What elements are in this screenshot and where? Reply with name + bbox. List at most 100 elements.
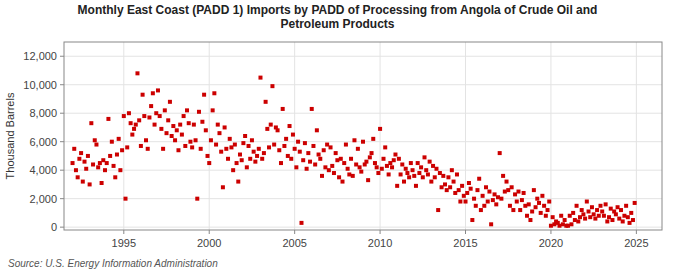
- point: [88, 182, 92, 186]
- point: [190, 145, 194, 149]
- point: [532, 188, 536, 192]
- point: [465, 191, 469, 195]
- point: [539, 211, 543, 215]
- point: [288, 124, 292, 128]
- point: [423, 155, 427, 159]
- point: [161, 147, 165, 151]
- point: [151, 91, 155, 95]
- point: [621, 219, 625, 223]
- point: [139, 144, 143, 148]
- grid-line: [64, 113, 662, 114]
- point: [399, 172, 403, 176]
- point: [431, 164, 435, 168]
- point: [571, 211, 575, 215]
- point: [209, 138, 213, 142]
- point: [469, 187, 473, 191]
- point: [315, 128, 319, 132]
- point: [127, 111, 131, 115]
- point: [313, 162, 317, 166]
- grid-line: [380, 42, 381, 230]
- point: [528, 218, 532, 222]
- grid-line: [123, 42, 124, 230]
- point: [390, 165, 394, 169]
- tick-mark: [209, 230, 210, 234]
- point: [513, 192, 517, 196]
- point: [346, 167, 350, 171]
- point: [299, 221, 303, 225]
- point: [154, 111, 158, 115]
- grid-line: [209, 42, 210, 230]
- point: [493, 192, 497, 196]
- point: [171, 124, 175, 128]
- point: [183, 144, 187, 148]
- plot-frame: [64, 42, 662, 230]
- title: Monthly East Coast (PADD 1) Imports by P…: [78, 3, 598, 31]
- point: [604, 202, 608, 206]
- y-tick-label: 4,000: [29, 164, 57, 176]
- point: [605, 219, 609, 223]
- point: [436, 208, 440, 212]
- point: [537, 201, 541, 205]
- point: [487, 190, 491, 194]
- point: [474, 204, 478, 208]
- point: [265, 127, 269, 131]
- title-line: Petroleum Products: [280, 17, 394, 31]
- x-tick-label: 2010: [368, 237, 392, 249]
- point: [89, 121, 93, 125]
- point: [118, 168, 122, 172]
- plot-area: [64, 42, 662, 230]
- point: [443, 182, 447, 186]
- point: [94, 143, 98, 147]
- point: [455, 172, 459, 176]
- point: [566, 224, 570, 228]
- point: [404, 167, 408, 171]
- point: [551, 215, 555, 219]
- point: [563, 218, 567, 222]
- point: [407, 175, 411, 179]
- point: [626, 215, 630, 219]
- point: [592, 212, 596, 216]
- point: [147, 115, 151, 119]
- point: [342, 161, 346, 165]
- point: [411, 168, 415, 172]
- point: [100, 181, 104, 185]
- point: [257, 147, 261, 151]
- point: [159, 127, 163, 131]
- point: [284, 137, 288, 141]
- point: [416, 161, 420, 165]
- point: [475, 188, 479, 192]
- point: [200, 120, 204, 124]
- point: [546, 208, 550, 212]
- point: [298, 150, 302, 154]
- point: [137, 118, 141, 122]
- point: [578, 215, 582, 219]
- point: [202, 93, 206, 97]
- point: [253, 160, 257, 164]
- point: [547, 200, 551, 204]
- point: [112, 164, 116, 168]
- y-tick-label: 0: [51, 221, 57, 233]
- point: [308, 160, 312, 164]
- point: [296, 140, 300, 144]
- point: [452, 180, 456, 184]
- point: [329, 145, 333, 149]
- point: [231, 168, 235, 172]
- point: [616, 205, 620, 209]
- point: [614, 212, 618, 216]
- point: [108, 154, 112, 158]
- point: [347, 172, 351, 176]
- point: [110, 140, 114, 144]
- point: [158, 114, 162, 118]
- point: [505, 180, 509, 184]
- point: [542, 204, 546, 208]
- x-tick-label: 2000: [197, 237, 221, 249]
- tick-mark: [60, 141, 64, 142]
- point: [477, 177, 481, 181]
- point: [496, 195, 500, 199]
- point: [376, 171, 380, 175]
- point: [373, 161, 377, 165]
- point: [281, 107, 285, 111]
- point: [79, 151, 83, 155]
- point: [330, 164, 334, 168]
- point: [445, 188, 449, 192]
